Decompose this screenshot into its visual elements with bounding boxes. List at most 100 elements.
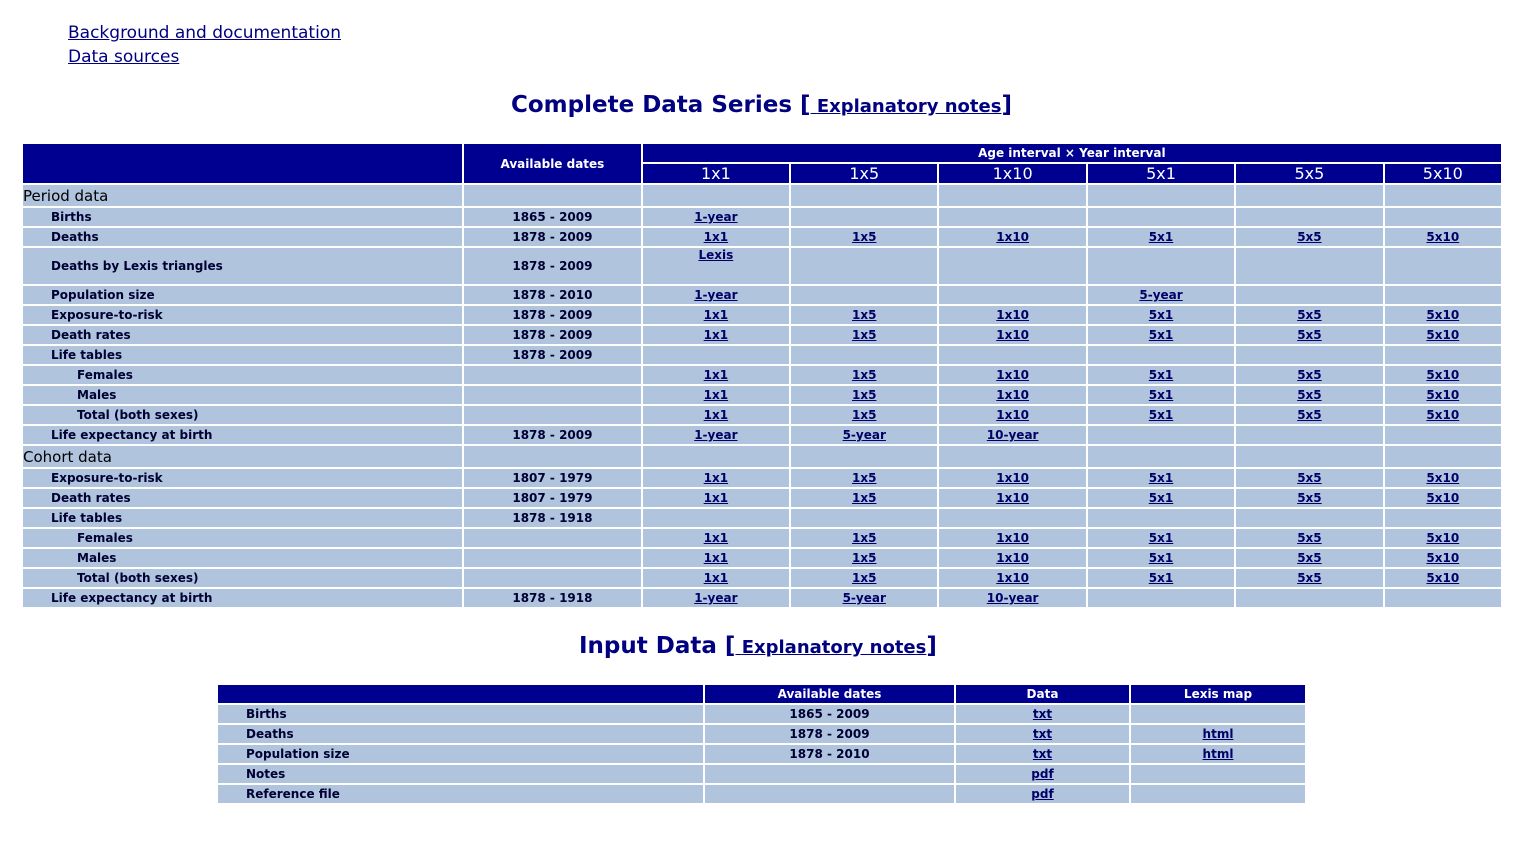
- data-link[interactable]: 1x10: [996, 471, 1030, 485]
- data-link[interactable]: 1x1: [703, 471, 729, 485]
- data-link[interactable]: 5x10: [1426, 308, 1460, 322]
- data-cell: [791, 248, 938, 284]
- data-link[interactable]: 1x1: [703, 368, 729, 382]
- data-link[interactable]: txt: [1032, 727, 1053, 741]
- data-link[interactable]: 1-year: [694, 591, 738, 605]
- table-row: Births 1865 - 2009 txt: [218, 705, 1305, 723]
- data-link[interactable]: 1x1: [703, 571, 729, 585]
- data-link[interactable]: 1x1: [703, 408, 729, 422]
- data-link[interactable]: 5x10: [1426, 531, 1460, 545]
- data-cell: [1087, 248, 1235, 284]
- data-link[interactable]: 1x10: [996, 491, 1030, 505]
- data-link[interactable]: 5x1: [1148, 328, 1174, 342]
- data-link[interactable]: 1x1: [703, 328, 729, 342]
- data-link[interactable]: 1x5: [852, 408, 877, 422]
- data-cell: 5x5: [1236, 386, 1383, 404]
- data-link[interactable]: 1x10: [996, 308, 1030, 322]
- data-link[interactable]: 5x5: [1297, 328, 1322, 342]
- data-link[interactable]: 1x10: [996, 230, 1030, 244]
- data-link[interactable]: 1x5: [852, 531, 877, 545]
- data-link[interactable]: 5x1: [1148, 408, 1174, 422]
- data-link[interactable]: 1x1: [703, 388, 729, 402]
- data-link[interactable]: 5-year: [842, 428, 886, 442]
- data-link[interactable]: 1x5: [852, 368, 877, 382]
- data-link[interactable]: 5x10: [1426, 368, 1460, 382]
- data-link[interactable]: 1x5: [852, 388, 877, 402]
- data-link[interactable]: 5x10: [1426, 328, 1460, 342]
- data-link[interactable]: 1x5: [852, 328, 877, 342]
- lexis-link[interactable]: html: [1202, 747, 1234, 761]
- complete-explanatory-notes-link[interactable]: Explanatory notes: [816, 96, 1002, 117]
- data-link[interactable]: 10-year: [986, 428, 1039, 442]
- data-link[interactable]: 5x5: [1297, 388, 1322, 402]
- lexis-link[interactable]: html: [1202, 727, 1234, 741]
- data-link[interactable]: 5x1: [1148, 230, 1174, 244]
- data-link[interactable]: 5x5: [1297, 368, 1322, 382]
- data-link[interactable]: 1x10: [996, 328, 1030, 342]
- data-link[interactable]: 5x10: [1426, 571, 1460, 585]
- data-link[interactable]: 5x10: [1426, 388, 1460, 402]
- data-link[interactable]: 1x5: [852, 571, 877, 585]
- data-cell: 1x5: [791, 386, 938, 404]
- data-link[interactable]: 5x1: [1148, 471, 1174, 485]
- data-link[interactable]: 1x1: [703, 230, 729, 244]
- data-link[interactable]: 1x10: [996, 408, 1030, 422]
- data-link[interactable]: 5x1: [1148, 368, 1174, 382]
- data-link[interactable]: 1x10: [996, 531, 1030, 545]
- data-link[interactable]: 5x1: [1148, 571, 1174, 585]
- data-link[interactable]: 1-year: [694, 210, 738, 224]
- background-documentation-link[interactable]: Background and documentation: [68, 23, 341, 43]
- data-link[interactable]: 1x5: [852, 551, 877, 565]
- data-link[interactable]: 10-year: [986, 591, 1039, 605]
- data-link[interactable]: 5x1: [1148, 551, 1174, 565]
- data-link[interactable]: 1x10: [996, 388, 1030, 402]
- data-link[interactable]: 1x5: [852, 491, 877, 505]
- data-link[interactable]: 1x10: [996, 551, 1030, 565]
- data-link[interactable]: 1-year: [694, 428, 738, 442]
- data-link[interactable]: 5x5: [1297, 471, 1322, 485]
- lexis-cell: [1131, 705, 1305, 723]
- input-explanatory-notes-link[interactable]: Explanatory notes: [741, 637, 927, 658]
- data-link[interactable]: 5x1: [1148, 388, 1174, 402]
- data-link[interactable]: 5x5: [1297, 230, 1322, 244]
- data-link[interactable]: 5x5: [1297, 531, 1322, 545]
- data-link[interactable]: 5x10: [1426, 551, 1460, 565]
- data-link[interactable]: 5x5: [1297, 571, 1322, 585]
- data-cell: 1x1: [642, 549, 790, 567]
- data-link[interactable]: 5x1: [1148, 531, 1174, 545]
- data-link[interactable]: 5x1: [1148, 491, 1174, 505]
- row-label: Total (both sexes): [23, 569, 463, 587]
- data-link[interactable]: 1x1: [703, 491, 729, 505]
- data-link[interactable]: txt: [1032, 707, 1053, 721]
- data-link[interactable]: 5x10: [1426, 491, 1460, 505]
- data-link[interactable]: pdf: [1031, 787, 1054, 801]
- data-link[interactable]: 5x10: [1426, 408, 1460, 422]
- data-link[interactable]: 5x10: [1426, 230, 1460, 244]
- data-cell: 1x1: [642, 386, 790, 404]
- data-link[interactable]: Lexis: [698, 248, 734, 262]
- data-link[interactable]: 5-year: [842, 591, 886, 605]
- data-link[interactable]: 1x10: [996, 368, 1030, 382]
- row-label: Exposure-to-risk: [23, 469, 463, 487]
- data-link[interactable]: 1x5: [852, 471, 877, 485]
- data-link[interactable]: 5x5: [1297, 551, 1322, 565]
- data-cell: 1x1: [642, 569, 790, 587]
- data-link[interactable]: 1x5: [852, 230, 877, 244]
- data-link[interactable]: 1x10: [996, 571, 1030, 585]
- data-link[interactable]: 1x1: [703, 551, 729, 565]
- data-link[interactable]: 5x10: [1426, 471, 1460, 485]
- data-link[interactable]: pdf: [1031, 767, 1054, 781]
- data-sources-link[interactable]: Data sources: [68, 47, 180, 67]
- data-link[interactable]: 5x5: [1297, 308, 1322, 322]
- data-link[interactable]: 1x1: [703, 531, 729, 545]
- data-link[interactable]: 1x1: [703, 308, 729, 322]
- data-link[interactable]: 5x1: [1148, 308, 1174, 322]
- data-link[interactable]: 5x5: [1297, 408, 1322, 422]
- data-link[interactable]: txt: [1032, 747, 1053, 761]
- data-link[interactable]: 5x5: [1297, 491, 1322, 505]
- data-link[interactable]: 5-year: [1139, 288, 1183, 302]
- data-link[interactable]: 1-year: [694, 288, 738, 302]
- data-link[interactable]: 1x5: [852, 308, 877, 322]
- row-label: Deaths by Lexis triangles: [23, 248, 463, 284]
- data-cell: 1x10: [939, 569, 1086, 587]
